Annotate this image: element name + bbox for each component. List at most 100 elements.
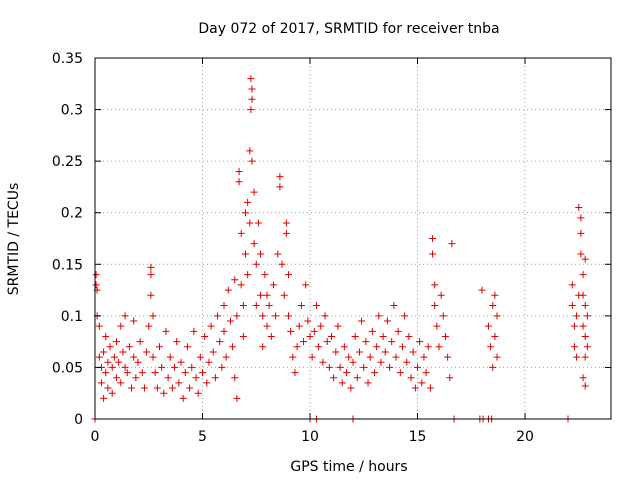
data-point [203, 379, 211, 387]
data-point [345, 353, 353, 361]
data-point [147, 291, 155, 299]
data-point [577, 250, 585, 258]
data-point [493, 353, 501, 361]
data-point [295, 322, 303, 330]
data-point [92, 281, 100, 289]
data-point [179, 394, 187, 402]
data-point [121, 312, 129, 320]
data-point [246, 147, 254, 155]
data-point [257, 291, 265, 299]
data-point [224, 286, 232, 294]
data-point [312, 302, 320, 310]
data-point [435, 343, 443, 351]
data-point [570, 343, 578, 351]
y-tick-label: 0.05 [52, 360, 83, 376]
data-point [340, 343, 348, 351]
data-point [407, 374, 415, 382]
data-point [401, 312, 409, 320]
x-tick-label: 5 [198, 429, 207, 445]
data-point [173, 338, 181, 346]
data-point [319, 358, 327, 366]
data-point [156, 343, 163, 351]
data-point [244, 271, 252, 279]
data-point [310, 327, 318, 335]
data-point [573, 353, 581, 361]
data-point [282, 219, 290, 227]
data-point [113, 374, 120, 382]
data-point [237, 229, 245, 237]
data-point [188, 363, 196, 371]
data-point [304, 317, 312, 325]
data-point [444, 353, 452, 361]
data-point [396, 369, 404, 377]
data-point [579, 271, 587, 279]
data-point [269, 281, 277, 289]
data-point [581, 255, 589, 263]
data-point [92, 271, 100, 279]
data-point [106, 343, 114, 351]
data-point [218, 363, 226, 371]
data-point [214, 312, 222, 320]
data-point [233, 394, 241, 402]
data-point [491, 291, 499, 299]
data-point [289, 353, 297, 361]
data-point [379, 332, 387, 340]
plot-frame [94, 57, 612, 420]
data-point [162, 327, 170, 335]
data-point [343, 369, 351, 377]
data-point [424, 343, 432, 351]
data-point [125, 343, 133, 351]
data-point [377, 358, 385, 366]
y-tick-label: 0.2 [61, 206, 83, 222]
data-point [252, 302, 260, 310]
data-point [254, 219, 262, 227]
data-point [583, 312, 591, 320]
data-point [239, 302, 247, 310]
data-point [117, 379, 125, 387]
data-point [478, 286, 486, 294]
data-point [117, 322, 125, 330]
data-point [302, 281, 310, 289]
data-point [242, 209, 249, 217]
data-point [403, 358, 411, 366]
data-point [166, 353, 174, 361]
data-point [491, 332, 499, 340]
y-tick-label: 0 [74, 412, 83, 428]
data-point [130, 317, 138, 325]
data-point [128, 384, 136, 392]
data-point [573, 312, 581, 320]
data-point [257, 250, 265, 258]
data-point [287, 327, 295, 335]
data-point [239, 332, 247, 340]
data-point [291, 369, 299, 377]
data-point [248, 85, 256, 93]
data-point [119, 348, 127, 356]
data-point [140, 384, 148, 392]
data-point [158, 363, 166, 371]
data-point [147, 271, 155, 279]
data-point [248, 95, 256, 103]
data-point [364, 379, 372, 387]
data-point [113, 338, 120, 346]
data-point [383, 317, 391, 325]
data-point [568, 281, 576, 289]
data-point [570, 322, 578, 330]
data-point [371, 369, 378, 377]
data-point [263, 291, 271, 299]
data-point [147, 263, 155, 271]
x-tick-labels: 0 5 10 15 20 [91, 429, 534, 445]
data-point [276, 173, 284, 181]
data-point [388, 338, 396, 346]
data-point [242, 250, 249, 258]
data-point [300, 338, 308, 346]
data-point [220, 302, 228, 310]
data-point [293, 343, 301, 351]
data-point [261, 271, 269, 279]
data-point [276, 183, 284, 191]
data-point [338, 379, 346, 387]
data-point [426, 384, 434, 392]
data-point [568, 302, 576, 310]
data-point [104, 358, 112, 366]
data-point [123, 369, 131, 377]
data-point [95, 322, 103, 330]
